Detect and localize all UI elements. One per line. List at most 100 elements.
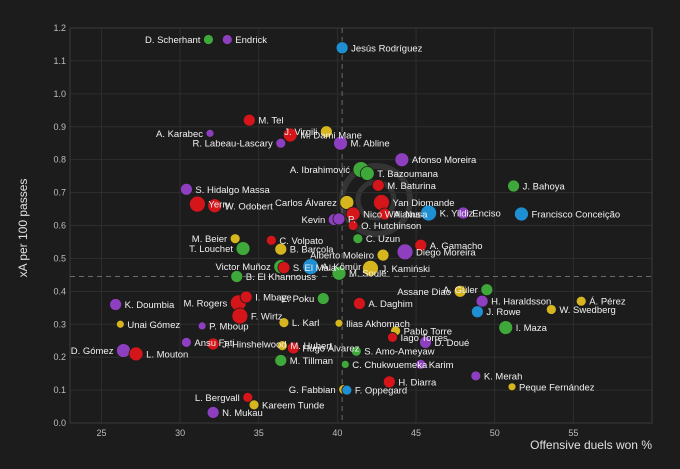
point-label: J. Bahoya [523, 182, 566, 193]
data-point [456, 206, 470, 220]
y-tick-label: 0.0 [53, 418, 66, 428]
data-point [396, 243, 414, 261]
data-point [278, 317, 290, 329]
plot-frame [69, 27, 653, 424]
data-point [277, 261, 291, 275]
point-label: Á. Pérez [589, 297, 626, 308]
point-label: Nico Williams [363, 209, 420, 220]
point-label: Hugo Álvarez [302, 343, 359, 354]
point-label: Francisco Conceição [531, 209, 620, 220]
data-point [498, 320, 514, 335]
point-label: Assane Diao [397, 287, 451, 298]
point-label: P. [348, 214, 356, 225]
data-point [274, 354, 288, 367]
point-label: P. Mboup [209, 321, 248, 332]
point-label: H. Haraldsson [491, 297, 551, 308]
data-point [230, 270, 244, 283]
data-point [350, 345, 362, 357]
point-label: Afonso Moreira [412, 155, 477, 166]
x-tick-label: 30 [175, 428, 185, 438]
y-tick-label: 0.9 [53, 122, 66, 132]
data-points [109, 34, 587, 419]
point-label: K. Merah [484, 371, 523, 382]
point-label: J. Hinshelwood [222, 340, 286, 351]
point-label: A. Kömür [322, 262, 362, 273]
data-point [248, 399, 260, 411]
data-point [419, 335, 432, 349]
point-label: C. Uzun [366, 234, 400, 245]
point-label: Carlos Álvarez [275, 198, 337, 209]
point-label: R. Labeau-Lascary [192, 139, 273, 150]
data-point [242, 391, 254, 403]
data-point [545, 304, 557, 315]
point-label: D. Gómez [71, 346, 114, 357]
point-label: M. Baturina [387, 181, 436, 192]
data-point [282, 127, 298, 143]
y-tick-label: 0.7 [53, 188, 66, 198]
data-point [470, 370, 482, 382]
point-label: A. Ibrahimović [290, 165, 350, 176]
data-point [109, 298, 123, 311]
point-label: A. Daghim [368, 299, 412, 310]
point-label: C. Chukwuemeka [352, 360, 428, 371]
point-label: Enciso [472, 208, 501, 219]
data-point [229, 233, 241, 245]
data-point [265, 234, 277, 246]
point-label: Unai Gómez [127, 320, 180, 331]
point-label: T. Louchet [189, 244, 233, 255]
data-point [276, 340, 288, 352]
data-point [352, 233, 364, 245]
data-point [221, 34, 233, 45]
x-tick-label: 55 [568, 428, 578, 438]
data-point [353, 297, 366, 310]
point-label: E. Poku [281, 294, 314, 305]
point-label: M. Abline [351, 139, 390, 150]
data-point [316, 292, 330, 305]
point-label: Peque Fernández [519, 382, 595, 393]
point-label: B. El Khannouss [246, 272, 316, 283]
point-label: A. Güler [443, 285, 478, 296]
point-label: L. Mouton [146, 349, 188, 360]
point-label: Victor Muñoz [216, 262, 272, 273]
point-label: W. Swedberg [559, 305, 616, 316]
point-label: J. Rowe [486, 307, 520, 318]
data-point [334, 318, 344, 328]
data-point [359, 166, 375, 181]
point-label: K. Yildiz [440, 208, 474, 219]
data-point [480, 283, 494, 297]
data-point [507, 179, 520, 193]
y-tick-label: 0.2 [53, 352, 66, 362]
x-tick-label: 45 [411, 428, 421, 438]
point-label: C. Volpato [279, 236, 323, 247]
data-point [339, 195, 355, 210]
data-point [302, 258, 320, 276]
point-labels: D. Scherhant Endrick Jesús Rodríguez A. Kar… [71, 35, 626, 419]
point-label: A. Karabec [156, 129, 203, 140]
data-point [319, 125, 333, 139]
data-point [331, 265, 347, 281]
point-label: B. Barcola [290, 245, 335, 256]
data-point [197, 321, 207, 331]
y-tick-label: 1.2 [53, 23, 66, 33]
point-label: G. Fabbian [289, 385, 336, 396]
point-label: M. Tel [258, 116, 283, 127]
point-label: M. Beier [192, 234, 227, 245]
data-point [475, 294, 489, 308]
data-point [189, 195, 206, 213]
y-tick-label: 0.6 [53, 221, 66, 231]
point-label: F. Wirtz [251, 312, 283, 323]
data-point [382, 375, 396, 389]
data-point [340, 360, 350, 369]
point-label: Alberto Moleiro [310, 251, 374, 262]
x-tick-label: 40 [332, 428, 342, 438]
data-point [274, 242, 288, 256]
data-point [206, 406, 220, 419]
data-point [507, 382, 517, 392]
y-tick-label: 0.8 [53, 155, 66, 165]
data-point [206, 337, 220, 351]
data-point [470, 305, 484, 319]
y-tick-label: 1.1 [53, 56, 66, 66]
data-point [362, 259, 379, 277]
